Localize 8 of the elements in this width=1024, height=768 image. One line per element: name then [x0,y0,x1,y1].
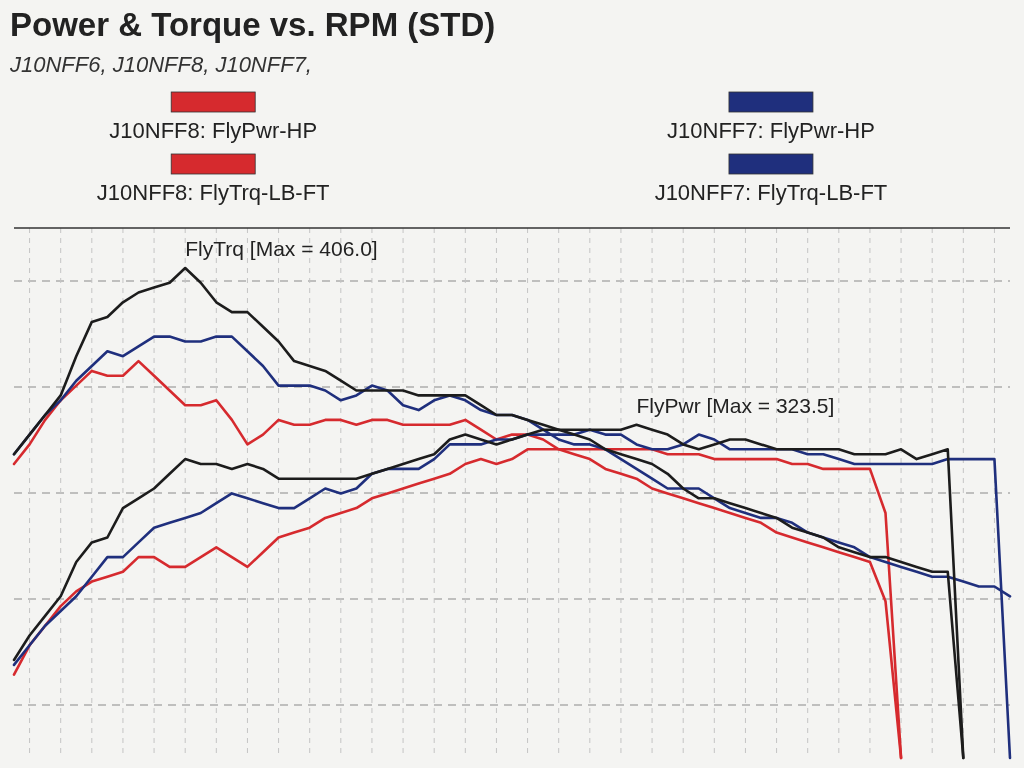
chart-title: Power & Torque vs. RPM (STD) [10,6,496,43]
legend-label: J10NFF8: FlyPwr-HP [109,118,318,143]
chart-subtitle: J10NFF6, J10NFF8, J10NFF7, [9,52,312,77]
legend-label: J10NFF8: FlyTrq-LB-FT [96,180,330,205]
legend-label: J10NFF7: FlyPwr-HP [667,118,875,143]
text: FlyTrq [Max = 406.0] [185,237,378,261]
legend-label: J10NFF7: FlyTrq-LB-FT [654,180,888,205]
annotation: FlyPwr [Max = 323.5] [636,393,835,417]
